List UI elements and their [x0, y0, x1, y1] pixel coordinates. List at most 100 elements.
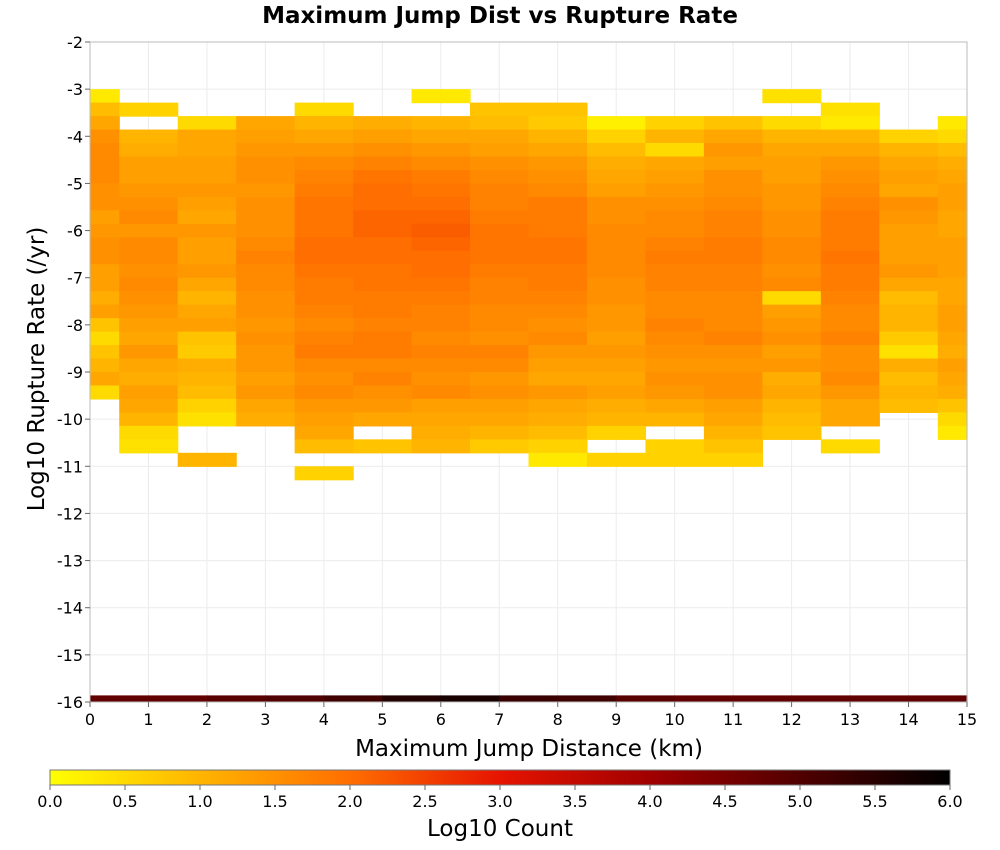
heatmap-cell — [119, 223, 179, 238]
heatmap-cell — [119, 183, 179, 198]
heatmap-cell — [879, 250, 939, 265]
heatmap-cell — [236, 291, 296, 306]
heatmap-cell — [294, 331, 354, 346]
heatmap-cell — [353, 291, 413, 306]
x-tick-label: 0 — [85, 710, 95, 729]
colorbar-tick-label: 1.0 — [187, 792, 212, 811]
heatmap-cell — [703, 304, 763, 319]
heatmap-cell — [762, 425, 822, 440]
heatmap-cell — [470, 385, 530, 400]
heatmap-cell — [411, 156, 471, 171]
heatmap-cell — [236, 345, 296, 360]
heatmap-cell — [879, 304, 939, 319]
heatmap-cell — [762, 250, 822, 265]
heatmap-cell-bottom-row — [90, 695, 150, 702]
heatmap-cell — [762, 264, 822, 279]
heatmap-cell — [470, 412, 530, 427]
heatmap-cell — [645, 183, 705, 198]
heatmap-cell — [528, 129, 588, 144]
heatmap-cell — [528, 398, 588, 413]
heatmap-cell — [645, 412, 705, 427]
heatmap-cell — [645, 250, 705, 265]
heatmap-cell — [528, 385, 588, 400]
heatmap-cell — [703, 439, 763, 454]
heatmap-cell-bottom-row — [382, 695, 442, 702]
heatmap-cell — [645, 331, 705, 346]
heatmap-cell — [586, 223, 647, 238]
heatmap-cell — [820, 277, 880, 292]
heatmap-cell — [90, 250, 120, 265]
heatmap-cell — [937, 277, 968, 292]
heatmap-cell — [119, 439, 179, 454]
heatmap-cell — [353, 398, 413, 413]
heatmap-cell — [703, 398, 763, 413]
heatmap-cell — [586, 452, 647, 467]
heatmap-cell — [528, 439, 588, 454]
heatmap-cell — [820, 345, 880, 360]
heatmap-cell — [645, 210, 705, 225]
heatmap-cell — [90, 156, 120, 171]
heatmap-cell — [879, 385, 939, 400]
y-tick-label: -9 — [67, 363, 83, 382]
heatmap-cell — [586, 304, 647, 319]
heatmap-cell — [586, 116, 647, 131]
heatmap-cell — [528, 223, 588, 238]
heatmap-cell — [470, 196, 530, 211]
heatmap-cell — [703, 116, 763, 131]
heatmap-cell — [411, 371, 471, 387]
heatmap-cell — [820, 143, 880, 158]
heatmap-cell — [528, 143, 588, 158]
heatmap-cell — [411, 277, 471, 292]
heatmap-cell — [703, 237, 763, 252]
heatmap-cell — [703, 291, 763, 306]
heatmap-cell — [236, 398, 296, 413]
heatmap-cell — [411, 183, 471, 198]
heatmap-cell — [762, 412, 822, 427]
heatmap-cell — [353, 210, 413, 225]
heatmap-cell — [762, 398, 822, 413]
heatmap-cell — [411, 116, 471, 131]
heatmap-cell — [470, 331, 530, 346]
heatmap-cell — [236, 223, 296, 238]
heatmap-cell — [879, 223, 939, 238]
heatmap-cell — [645, 345, 705, 360]
heatmap-cell — [177, 156, 237, 171]
heatmap-cell — [937, 129, 968, 144]
heatmap-cell — [119, 156, 179, 171]
heatmap-cell — [937, 183, 968, 198]
x-tick-label: 5 — [377, 710, 387, 729]
heatmap-cell — [586, 183, 647, 198]
x-axis-label: Maximum Jump Distance (km) — [355, 736, 703, 762]
heatmap-cell-bottom-row — [206, 695, 266, 702]
heatmap-cell — [937, 264, 968, 279]
heatmap-cell — [762, 291, 822, 306]
heatmap-cell — [820, 210, 880, 225]
heatmap-cell — [703, 345, 763, 360]
heatmap-cell — [645, 143, 705, 158]
heatmap-cell — [586, 331, 647, 346]
heatmap-cell — [236, 371, 296, 387]
heatmap-cell — [820, 398, 880, 413]
heatmap-cell — [294, 102, 354, 117]
heatmap-cell — [353, 439, 413, 454]
heatmap-cell — [762, 169, 822, 185]
heatmap-cell — [411, 425, 471, 440]
heatmap-cell — [820, 358, 880, 373]
x-tick-label: 1 — [143, 710, 153, 729]
heatmap-cell — [820, 102, 880, 117]
heatmap-cell — [236, 143, 296, 158]
y-tick-label: -14 — [57, 599, 83, 618]
heatmap-cell — [411, 223, 471, 238]
heatmap-cell — [90, 345, 120, 360]
x-tick-label: 6 — [436, 710, 446, 729]
colorbar-tick-label: 1.5 — [262, 792, 287, 811]
heatmap-cell — [470, 439, 530, 454]
heatmap-cell — [353, 237, 413, 252]
colorbar-tick-label: 6.0 — [937, 792, 962, 811]
heatmap-cell — [937, 291, 968, 306]
heatmap-cell-bottom-row — [557, 695, 617, 702]
heatmap-cell — [820, 116, 880, 131]
colorbar-gradient — [49, 769, 951, 786]
heatmap-cell — [820, 196, 880, 211]
heatmap-cell — [177, 398, 237, 413]
